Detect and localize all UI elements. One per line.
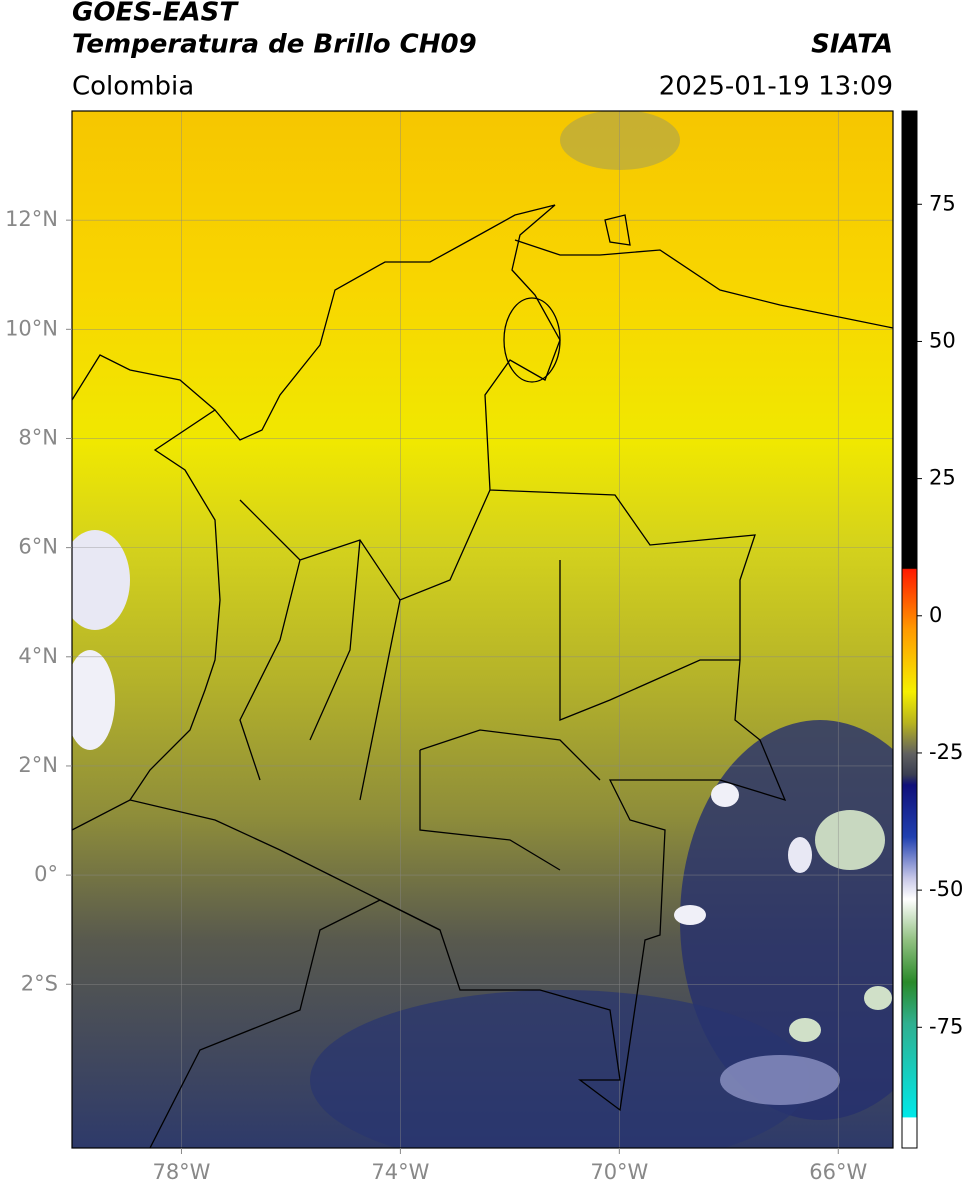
- product: Temperatura de Brillo CH09: [72, 30, 477, 60]
- map-frame: [71, 110, 894, 1149]
- ticks: 78°W 74°W 70°W 66°W 12°N 10°N 8°N 6°N 4°N 2°N 0° 2°…: [5, 191, 963, 1184]
- colorbar-tick-label: 25: [929, 466, 956, 490]
- colorbar-tick-label: -75: [929, 1014, 963, 1038]
- y-tick-label: 8°N: [18, 425, 58, 449]
- colorbar-tick-label: -25: [929, 740, 963, 764]
- borders: [72, 204, 893, 1148]
- colorbar-tick-label: -50: [929, 877, 963, 901]
- region: Colombia: [72, 72, 194, 102]
- y-tick-label: 12°N: [5, 207, 58, 231]
- x-tick-label: 70°W: [590, 1160, 648, 1184]
- y-tick-label: 10°N: [5, 316, 58, 340]
- source: SIATA: [811, 30, 893, 60]
- colorbar-tick-label: 75: [929, 191, 956, 215]
- imagery: [72, 111, 893, 1148]
- y-tick-label: 4°N: [18, 644, 58, 668]
- grid: [72, 111, 893, 1148]
- colorbar-tick-label: 0: [929, 603, 942, 627]
- y-tick-label: 0°: [34, 862, 58, 886]
- colorbar: [901, 110, 918, 1149]
- colorbar-tick-label: 50: [929, 328, 956, 352]
- y-tick-label: 2°N: [18, 753, 58, 777]
- x-tick-label: 78°W: [152, 1160, 210, 1184]
- y-tick-label: 2°S: [21, 971, 58, 995]
- x-tick-label: 66°W: [809, 1160, 867, 1184]
- y-tick-label: 6°N: [18, 535, 58, 559]
- satellite: GOES-EAST: [72, 0, 239, 28]
- x-tick-label: 74°W: [371, 1160, 429, 1184]
- datetime: 2025-01-19 13:09: [659, 72, 893, 102]
